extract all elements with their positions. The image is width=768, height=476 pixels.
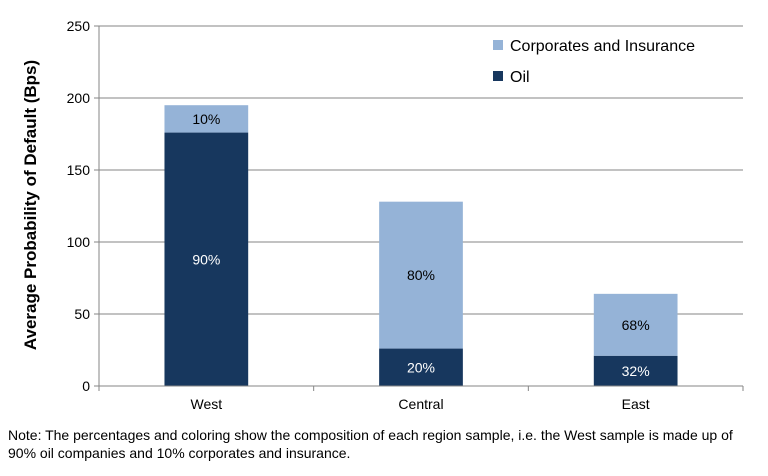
bar-west-oil: [164, 132, 249, 386]
bar-data-label: 10%: [192, 111, 220, 127]
y-tick-label: 0: [82, 378, 90, 394]
bar-east-corporates-and-insurance: [593, 293, 678, 356]
bar-data-label: 90%: [192, 251, 220, 267]
x-tick-label: Central: [398, 396, 443, 412]
legend: Corporates and Insurance Oil: [493, 38, 695, 86]
x-tick-label: East: [622, 396, 650, 412]
chart-note: Note: The percentages and coloring show …: [8, 427, 733, 461]
legend-swatch: [493, 40, 503, 50]
bar-data-label: 20%: [407, 359, 435, 375]
bar-east-oil: [593, 355, 678, 386]
bar-west-corporates-and-insurance: [164, 105, 249, 133]
x-tick-labels: West Central East: [191, 396, 650, 412]
bar-data-label: 80%: [407, 267, 435, 283]
y-axis-label: Average Probability of Default (Bps): [21, 60, 40, 350]
x-tick-label: West: [191, 396, 223, 412]
y-tick-label: 100: [67, 234, 91, 250]
bar-central-corporates-and-insurance: [379, 201, 463, 349]
legend-label: Oil: [510, 69, 530, 86]
legend-label: Corporates and Insurance: [510, 38, 695, 55]
legend-swatch: [493, 71, 503, 81]
y-tick-label: 150: [67, 162, 91, 178]
bars: 90% 10% 20% 80% 32% 68%: [164, 105, 678, 386]
bar-data-label: 68%: [622, 317, 650, 333]
y-tick-labels: 0 50 100 150 200 250: [67, 18, 91, 394]
bar-data-label: 32%: [622, 363, 650, 379]
y-tick-label: 250: [67, 18, 91, 34]
stacked-bar-chart: 90% 10% 20% 80% 32% 68% 0 50 100 150 200 250 West C…: [21, 18, 744, 412]
y-tick-label: 50: [74, 306, 90, 322]
axes: [94, 25, 744, 391]
bar-central-oil: [379, 348, 463, 386]
y-tick-label: 200: [67, 90, 91, 106]
